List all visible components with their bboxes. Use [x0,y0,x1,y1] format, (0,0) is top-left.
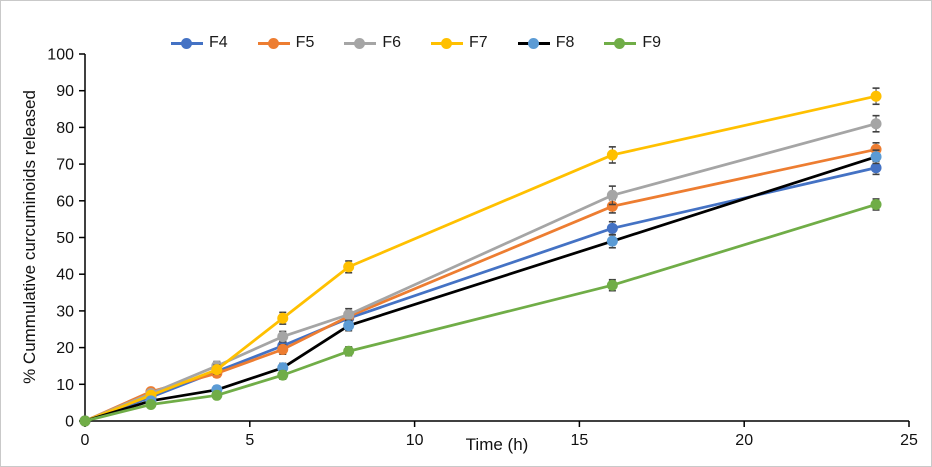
legend-item-f7: F7 [431,35,488,51]
data-point-f6 [606,189,618,201]
y-tick-label: 40 [56,267,74,284]
data-point-f7 [277,312,289,324]
y-tick-label: 10 [56,377,74,394]
data-point-f9 [870,198,882,210]
data-point-f8 [606,235,618,247]
data-point-f8 [343,320,355,332]
chart-legend: F4 F5 F6 F7 F8 F9 [171,35,661,51]
x-tick-label: 10 [406,432,424,449]
x-tick-label: 0 [81,432,90,449]
data-point-f4 [606,222,618,234]
data-point-f7 [870,90,882,102]
x-tick-label: 20 [735,432,753,449]
data-point-f7 [606,149,618,161]
y-tick-label: 60 [56,193,74,210]
legend-label: F8 [555,34,575,51]
legend-label: F9 [642,34,662,51]
legend-item-f5: F5 [257,34,315,51]
legend-item-f6: F6 [344,35,401,51]
legend-line-marker-icon [431,37,464,49]
data-point-f9 [277,369,289,381]
legend-line-marker-icon [344,37,377,49]
data-point-f9 [343,345,355,357]
series-line-f5 [84,148,877,423]
legend-line-marker-icon [171,37,203,49]
y-tick-label: 50 [56,230,74,247]
legend-label: F4 [209,34,228,51]
legend-line-marker-icon [257,37,290,49]
legend-dot [354,37,366,49]
data-point-f9 [79,415,91,427]
y-tick-label: 100 [47,47,74,64]
legend-label: F6 [382,34,402,51]
series-line-f9 [84,203,877,423]
data-point-f6 [870,118,882,130]
data-point-f7 [343,261,355,273]
legend-label: F7 [469,34,488,51]
data-point-f5 [277,343,289,355]
y-axis-title: % Cummulative curcuminoids released [20,90,39,384]
x-tick-label: 25 [900,432,918,449]
legend-dot [441,37,453,49]
y-tick-label: 90 [56,83,74,100]
data-point-f4 [870,162,882,174]
y-tick-label: 20 [56,340,74,357]
legend-line-marker-icon [517,37,550,49]
data-point-f9 [211,389,223,401]
data-point-f7 [211,364,223,376]
legend-label: F5 [295,34,315,51]
series-line-f4 [84,166,877,423]
legend-item-f4: F4 [171,35,228,51]
data-point-f6 [277,331,289,343]
y-tick-label: 70 [56,157,74,174]
data-point-f6 [343,309,355,321]
x-tick-label: 5 [245,432,254,449]
data-point-f8 [870,151,882,163]
data-point-f9 [145,398,157,410]
y-tick-label: 0 [65,414,74,431]
y-tick-label: 80 [56,120,74,137]
legend-dot [527,37,539,49]
legend-dot [181,37,192,49]
y-tick-label: 30 [56,303,74,320]
data-point-f5 [606,200,618,212]
legend-item-f9: F9 [604,35,661,51]
legend-item-f8: F8 [517,34,575,51]
data-point-f9 [606,279,618,291]
x-tick-label: 15 [571,432,589,449]
legend-line-marker-icon [604,37,637,49]
legend-dot [267,37,279,49]
x-axis-title: Time (h) [465,435,529,454]
legend-dot [614,37,626,49]
